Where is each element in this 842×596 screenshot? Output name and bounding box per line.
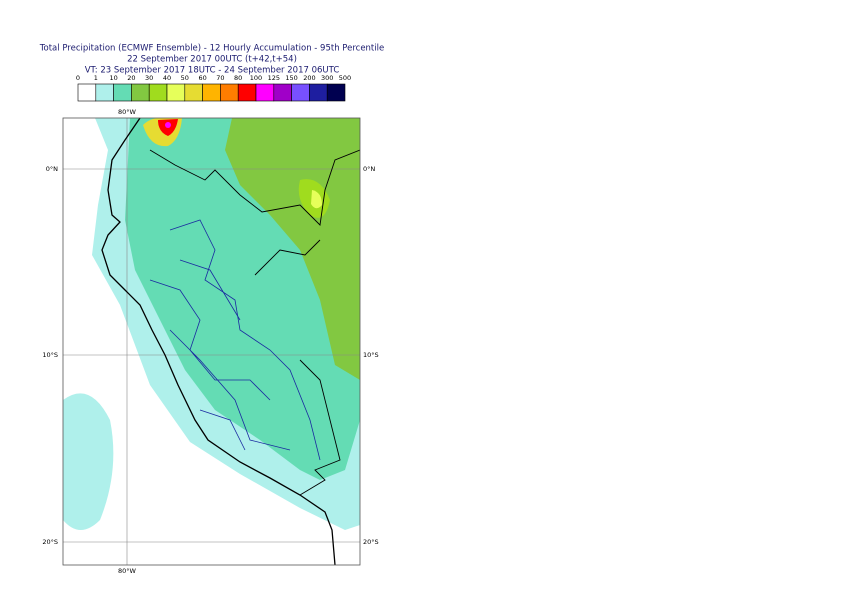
lat-label: 10°S (42, 351, 58, 359)
colorbar-label: 50 (181, 74, 189, 82)
colorbar-label: 70 (216, 74, 224, 82)
colorbar-box (237, 83, 257, 102)
title-line: Total Precipitation (ECMWF Ensemble) - 1… (39, 44, 384, 54)
colorbar-label: 150 (285, 74, 297, 82)
lat-label: 10°S (363, 351, 379, 359)
lat-label: 0°N (46, 165, 58, 173)
colorbar-label: 125 (268, 74, 280, 82)
lat-label: 0°N (363, 165, 375, 173)
colorbar-label: 40 (163, 74, 171, 82)
lon-label: 80°W (118, 108, 137, 116)
colorbar-label: 20 (127, 74, 135, 82)
colorbar-box (77, 83, 97, 102)
map (63, 118, 360, 565)
lon-label: 80°W (118, 567, 137, 575)
colorbar-label: 200 (303, 74, 315, 82)
colorbar-box (326, 83, 346, 102)
colorbar-box (220, 83, 239, 102)
colorbar-box (95, 83, 114, 102)
colorbar-box (273, 83, 292, 102)
lat-label: 20°S (42, 538, 58, 546)
colorbar-label: 500 (339, 74, 351, 82)
colorbar-box (148, 83, 168, 102)
colorbar-box (166, 83, 186, 102)
lat-label: 20°S (363, 538, 379, 546)
colorbar-box (184, 83, 203, 102)
colorbar-box (255, 83, 275, 102)
colorbar-box (291, 83, 310, 102)
colorbar-label: 300 (321, 74, 333, 82)
colorbar-label: 80 (234, 74, 242, 82)
map-frame (62, 117, 361, 566)
colorbar-label: 10 (109, 74, 117, 82)
colorbar-label: 60 (198, 74, 206, 82)
colorbar: 0 1 10 20 30 40 50 60 70 80 100 125 150 200 300 500 (76, 74, 351, 102)
colorbar-box (131, 83, 150, 102)
colorbar-label: 1 (94, 74, 98, 82)
colorbar-box (309, 83, 328, 102)
colorbar-label: 100 (250, 74, 262, 82)
colorbar-label: 0 (76, 74, 80, 82)
title-line: 22 September 2017 00UTC (t+42,t+54) (127, 55, 297, 65)
title-line: VT: 23 September 2017 18UTC - 24 Septemb… (85, 66, 340, 76)
colorbar-label: 30 (145, 74, 153, 82)
colorbar-box (202, 83, 221, 102)
colorbar-box (113, 83, 132, 102)
